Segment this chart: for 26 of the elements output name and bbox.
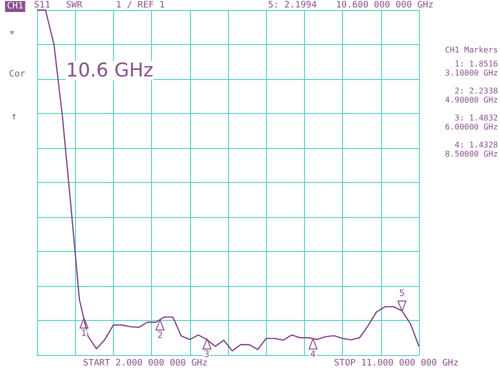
annotation: 1 / REF 1 (116, 0, 165, 10)
annotation: 3 (203, 350, 210, 360)
annotation: SWR (66, 0, 83, 10)
text: Cor (9, 70, 26, 80)
text: 3.10000 GHz (445, 68, 498, 78)
annotation: 2 (156, 330, 164, 341)
text: CH1 Markers (445, 46, 498, 54)
text: 8.50000 GHz (445, 150, 498, 158)
annotation: S11 (34, 0, 50, 10)
annotation: 5 (398, 288, 406, 299)
text: 1: 1.8516 (454, 60, 498, 68)
annotation: 5: 2.1994 (268, 0, 317, 10)
text: 2: 2.2338 (454, 86, 498, 96)
annotation: 1 (80, 328, 88, 339)
text: 6.00000 GHz (445, 122, 498, 132)
text: 4.90000 GHz (445, 96, 498, 104)
text: STOP 11.000 000 000 GHz (334, 358, 459, 368)
text: CH1 (7, 2, 24, 12)
text: START 2.000 000 000 GHz (83, 358, 208, 368)
text: * (9, 30, 16, 40)
annotation: 4 (309, 350, 317, 360)
text: 4: 1.4328 (454, 140, 498, 150)
text: 3: 1.4832 (454, 114, 498, 122)
annotation: 10.600 000 000 GHz (336, 0, 434, 10)
annotation: 10.6 GHz (66, 60, 154, 82)
text: ↑ (11, 112, 18, 122)
